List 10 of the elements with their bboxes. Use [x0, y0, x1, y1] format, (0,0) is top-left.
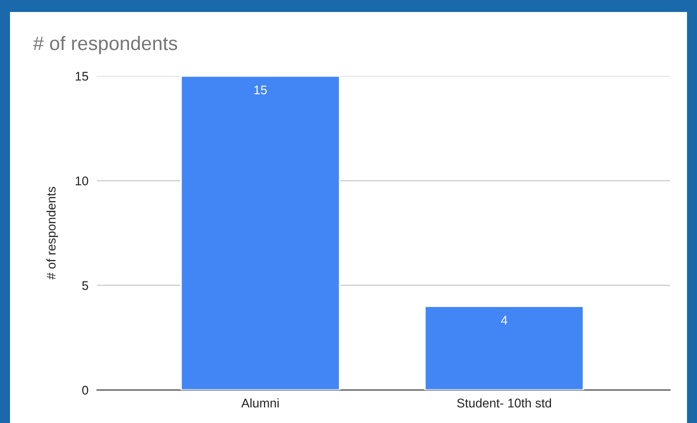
chart-title: # of respondents: [33, 36, 178, 54]
y-tick-label: 10: [76, 176, 88, 186]
x-tick-label: Alumni: [241, 398, 279, 408]
y-tick-label: 15: [76, 72, 88, 81]
x-tick-label: Student- 10th std: [457, 398, 551, 408]
y-axis-title: # of respondents: [46, 186, 58, 280]
data-label: 4: [501, 316, 508, 325]
y-tick-label: 0: [82, 386, 88, 395]
y-tick-label: 5: [82, 281, 88, 290]
data-label: 15: [254, 86, 267, 94]
